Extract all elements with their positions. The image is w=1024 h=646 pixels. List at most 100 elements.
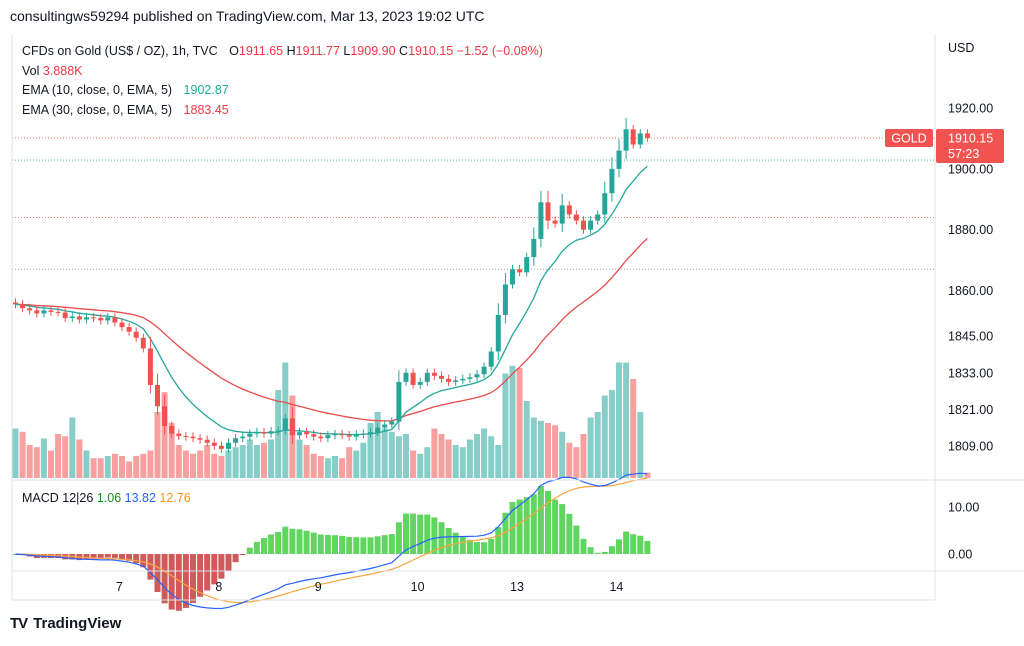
candle-body[interactable]: [311, 434, 317, 437]
candle-body[interactable]: [84, 317, 89, 320]
candle-body[interactable]: [140, 337, 146, 349]
candle-body[interactable]: [119, 322, 125, 328]
candle-body[interactable]: [268, 431, 274, 434]
candle-body[interactable]: [346, 435, 352, 437]
candle-body[interactable]: [431, 372, 437, 376]
candle-body[interactable]: [211, 442, 217, 446]
candle-body[interactable]: [588, 220, 594, 230]
candle-body[interactable]: [566, 205, 572, 215]
candle-body[interactable]: [289, 418, 295, 436]
candle-body[interactable]: [105, 317, 111, 321]
candle-body[interactable]: [318, 436, 324, 439]
tradingview-footer[interactable]: TV TradingView: [10, 615, 121, 632]
candle-body[interactable]: [27, 308, 33, 311]
candle-body[interactable]: [396, 381, 402, 422]
candle-body[interactable]: [162, 406, 168, 427]
candle-body[interactable]: [155, 384, 160, 407]
candle-body[interactable]: [297, 432, 302, 436]
candle-body[interactable]: [91, 317, 97, 319]
candle-body[interactable]: [510, 269, 515, 285]
candle-body[interactable]: [48, 310, 54, 312]
candle-body[interactable]: [417, 381, 423, 385]
price-pane[interactable]: GOLD 1910.15 57:23: [12, 117, 1004, 478]
candle-body[interactable]: [197, 438, 203, 440]
candle-body[interactable]: [282, 418, 288, 431]
symbol-title[interactable]: CFDs on Gold (US$ / OZ), 1h, TVC: [22, 44, 218, 58]
macd-histogram-bar: [161, 554, 168, 604]
candle-body[interactable]: [559, 205, 565, 224]
candle-body[interactable]: [602, 193, 608, 215]
candle-body[interactable]: [495, 314, 501, 352]
candle-body[interactable]: [41, 310, 47, 314]
ema30-label[interactable]: EMA (30, close, 0, EMA, 5): [22, 102, 173, 117]
candle-body[interactable]: [389, 421, 395, 425]
ema10-label[interactable]: EMA (10, close, 0, EMA, 5): [22, 83, 173, 97]
candle-body[interactable]: [240, 436, 246, 439]
candle-body[interactable]: [623, 129, 629, 151]
macd-label[interactable]: MACD 12|26: [22, 491, 94, 505]
candle-body[interactable]: [233, 438, 239, 443]
candle-body[interactable]: [69, 316, 75, 318]
candle-body[interactable]: [446, 378, 452, 382]
candle-body[interactable]: [360, 433, 366, 435]
candle-body[interactable]: [460, 378, 466, 381]
candle-body[interactable]: [98, 317, 104, 321]
candle-body[interactable]: [183, 436, 189, 438]
candle-body[interactable]: [190, 436, 196, 439]
candle-body[interactable]: [76, 316, 82, 320]
candle-body[interactable]: [517, 269, 523, 273]
candle-body[interactable]: [552, 220, 558, 224]
candle-body[interactable]: [637, 133, 643, 145]
candle-body[interactable]: [524, 257, 530, 273]
volume-bar: [346, 447, 353, 478]
candle-body[interactable]: [424, 372, 430, 382]
candle-body[interactable]: [545, 202, 551, 221]
candle-body[interactable]: [325, 435, 331, 439]
candle-body[interactable]: [55, 311, 61, 313]
candle-body[interactable]: [382, 424, 388, 428]
candle-body[interactable]: [481, 366, 487, 375]
candle-body[interactable]: [375, 427, 381, 433]
candle-body[interactable]: [644, 133, 650, 138]
candle-body[interactable]: [62, 312, 68, 318]
candle-body[interactable]: [247, 433, 253, 437]
candle-body[interactable]: [410, 372, 416, 385]
candle-body[interactable]: [275, 430, 281, 432]
candle-body[interactable]: [439, 375, 444, 379]
candle-body[interactable]: [581, 220, 586, 230]
candle-body[interactable]: [474, 374, 480, 378]
candle-body[interactable]: [339, 434, 345, 436]
candle-body[interactable]: [573, 214, 579, 221]
candle-body[interactable]: [254, 432, 260, 434]
candle-body[interactable]: [147, 348, 153, 385]
candle-body[interactable]: [133, 331, 139, 338]
candle-body[interactable]: [531, 238, 537, 258]
candle-body[interactable]: [353, 434, 359, 437]
candle-body[interactable]: [34, 310, 40, 314]
macd-pane[interactable]: [12, 472, 651, 611]
candle-body[interactable]: [595, 214, 601, 221]
candle-body[interactable]: [616, 150, 622, 169]
candle-body[interactable]: [502, 284, 508, 315]
candle-body[interactable]: [630, 129, 636, 145]
candle-body[interactable]: [538, 202, 544, 239]
candle-body[interactable]: [403, 372, 409, 382]
candle-body[interactable]: [609, 168, 615, 194]
candle-body[interactable]: [126, 327, 132, 332]
candle-body[interactable]: [176, 433, 182, 437]
candle-body[interactable]: [204, 439, 210, 443]
candle-body[interactable]: [13, 302, 18, 305]
candle-body[interactable]: [261, 432, 267, 434]
candle-body[interactable]: [453, 380, 459, 382]
candle-body[interactable]: [304, 432, 310, 435]
candle-body[interactable]: [226, 442, 231, 449]
candle-body[interactable]: [218, 445, 224, 449]
candle-body[interactable]: [488, 351, 494, 367]
candle-body[interactable]: [467, 377, 473, 379]
candle-body[interactable]: [20, 304, 26, 309]
candle-body[interactable]: [332, 434, 338, 436]
candle-body[interactable]: [112, 317, 118, 323]
candle-body[interactable]: [169, 426, 175, 434]
candle-body[interactable]: [368, 432, 373, 434]
